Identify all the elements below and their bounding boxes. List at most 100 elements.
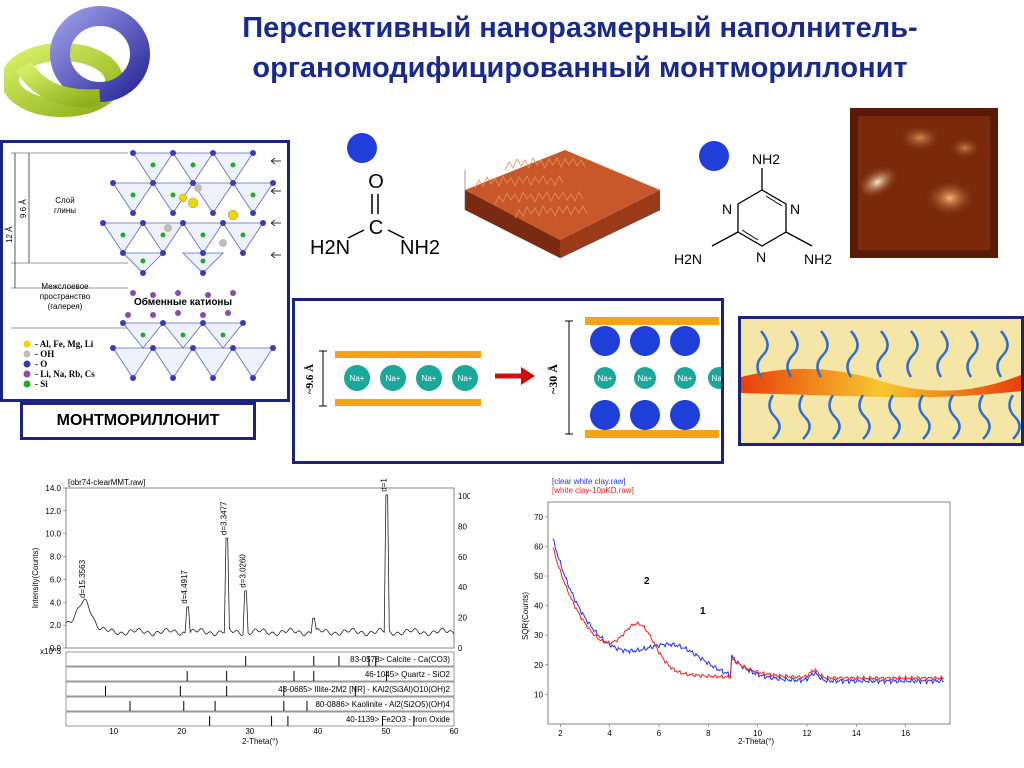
melamine-sphere-icon	[699, 141, 729, 171]
legend-swatch-icon	[23, 370, 31, 378]
na-cation-icon	[594, 367, 616, 389]
urea-c: C	[369, 217, 383, 239]
legend-label: - Li, Na, Rb, Cs	[35, 369, 95, 379]
xrd-right-ytick: 40	[534, 602, 543, 611]
lower-clay-lattice	[112, 322, 274, 379]
legend-label: - Si	[35, 379, 48, 389]
xrd-left-peak-label: d=15.3563	[78, 559, 87, 598]
xrd-left-phase-label: 80-0886> Kaolinite - Al2(Si2O5)(OH)4	[315, 700, 450, 709]
melamine-right-group: NH2	[804, 251, 832, 267]
legend-swatch-icon	[23, 340, 31, 348]
clay-structure-diagram: 12 Å 9.6 Å Слой глины Межслоевое простра…	[5, 150, 281, 389]
xrd-right-ytick: 10	[534, 690, 543, 699]
melamine-n-left: N	[722, 201, 732, 217]
exchange-cations-label: Обменные катионы	[134, 296, 232, 308]
curve-label-1: 1	[700, 606, 706, 617]
xrd-right-xtick: 10	[753, 729, 762, 738]
xrd-left-curve	[65, 494, 455, 637]
montmorillonite-label: МОНТМОРИЛЛОНИТ	[20, 402, 256, 440]
xrd-left-xtick: 10	[109, 727, 118, 736]
title-line-1: Перспективный наноразмерный наполнитель-	[242, 12, 918, 44]
na-cation-icon	[674, 367, 696, 389]
interlayer-diagram: ~9.6 Å Na+ Na+ Na+ Na+ ~30 Å Na+ Na+ Na+ Na+	[304, 317, 730, 438]
xrd-left-phase-label: 83-0578> Calcite - Ca(CO3)	[350, 655, 450, 664]
xrd-left-y2tick: 100	[458, 492, 470, 501]
xrd-left-scale-note: x10^3	[40, 647, 62, 656]
xrd-left-ytick: 0.0	[50, 644, 62, 653]
layer-label-2: глины	[54, 206, 76, 215]
interlayer-expansion-panel: ~9.6 Å Na+ Na+ Na+ Na+ ~30 Å Na+ Na+ Na+ Na+	[292, 298, 730, 464]
na-cation-label: Na+	[386, 374, 401, 383]
melamine-top-group: NH2	[752, 151, 780, 167]
na-cation-label: Na+	[598, 374, 613, 383]
polymer-intercalation-panel	[738, 316, 1024, 446]
xrd-right-xtick: 16	[901, 729, 910, 738]
urea-structure: O C H2N NH2	[310, 133, 440, 259]
clay-structure-panel: 12 Å 9.6 Å Слой глины Межслоевое простра…	[0, 140, 290, 402]
xrd-right-xtick: 8	[706, 729, 711, 738]
xrd-left-peak-label: d=3.3477	[220, 501, 229, 535]
curve-label-2: 2	[644, 576, 650, 587]
na-cation-icon	[634, 367, 656, 389]
na-cation-label: Na+	[638, 374, 653, 383]
xrd-left-ytick: 4.0	[50, 598, 62, 607]
slide-title: Перспективный наноразмерный наполнитель-…	[150, 8, 1010, 88]
na-cation-label: Na+	[422, 374, 437, 383]
na-cation-label: Na+	[678, 374, 693, 383]
legend-swatch-icon	[23, 380, 31, 388]
na-cation-label: Na+	[350, 374, 365, 383]
xrd-right-ytick: 70	[534, 513, 543, 522]
xrd-left-ytick: 10.0	[45, 530, 61, 539]
xrd-left-y2tick: 40	[458, 583, 467, 592]
xrd-right-ytick: 30	[534, 631, 543, 640]
na-cation-label: Na+	[712, 374, 721, 383]
xrd-right-ytick: 60	[534, 542, 543, 551]
xrd-left-peak-label: d=1.8184	[380, 478, 389, 492]
legend-label: - OH	[35, 349, 54, 359]
xrd-left-ytick: 2.0	[50, 621, 62, 630]
na-cation-icon	[452, 365, 478, 391]
xrd-left-y2tick: 60	[458, 553, 467, 562]
xrd-right-ytick: 50	[534, 572, 543, 581]
xrd-right-xtick: 14	[852, 729, 861, 738]
gallery-label-1: Межслоевое	[41, 282, 89, 291]
xrd-left-peak-label: d=3.0260	[239, 554, 248, 588]
xrd-left-ytick: 12.0	[45, 507, 61, 516]
xrd-left-y2tick: 80	[458, 522, 467, 531]
xrd-right-legend-2: [white clay-10pKD.raw]	[552, 486, 634, 495]
xrd-left-xtick: 60	[450, 727, 459, 736]
logo-rings-icon	[4, 6, 150, 117]
xrd-left-peak-label: d=4.4917	[180, 570, 189, 604]
xrd-left-ytick: 6.0	[50, 575, 62, 584]
xrd-right-legend-1: [clear white clay.raw]	[552, 477, 626, 486]
gallery-label-3: (галерея)	[48, 302, 83, 311]
urea-right-group: NH2	[400, 237, 440, 259]
na-cation-icon	[416, 365, 442, 391]
xrd-left-ytick: 8.0	[50, 553, 62, 562]
xrd-left-y2tick: 20	[458, 614, 467, 623]
montmorillonite-text: МОНТМОРИЛЛОНИТ	[56, 412, 220, 429]
arrow-right-icon	[521, 367, 535, 385]
layer-label-1: Слой	[55, 196, 74, 205]
small-gap-label: ~9.6 Å	[304, 364, 316, 394]
xrd-right-ytick: 20	[534, 661, 543, 670]
legend-swatch-icon	[23, 350, 31, 358]
melamine-n-right: N	[790, 201, 800, 217]
xrd-right-xtick: 2	[558, 729, 563, 738]
xrd-left-y2tick: 0	[458, 644, 463, 653]
legend-swatch-icon	[23, 360, 31, 368]
xrd-right-xtick: 6	[657, 729, 662, 738]
surface-3d-plot	[464, 150, 661, 259]
xrd-left-phase-label: 40-1139> Fe2O3 - Iron Oxide	[346, 715, 451, 724]
large-gap-label: ~30 Å	[546, 364, 560, 394]
afm-image	[850, 108, 998, 258]
melamine-left-group: H2N	[674, 251, 702, 267]
urea-o: O	[368, 171, 384, 193]
polymer-diagram	[741, 330, 1021, 440]
melamine-n-bottom: N	[756, 249, 766, 265]
xrd-left-xtick: 20	[177, 727, 186, 736]
xrd-right-series-1	[552, 538, 944, 686]
xrd-left-chart: [obr74-clearMMT.raw] Intensity(Counts) x…	[31, 478, 470, 746]
xrd-right-ylabel: SQR(Counts)	[521, 592, 530, 640]
xrd-right-xtick: 12	[803, 729, 812, 738]
